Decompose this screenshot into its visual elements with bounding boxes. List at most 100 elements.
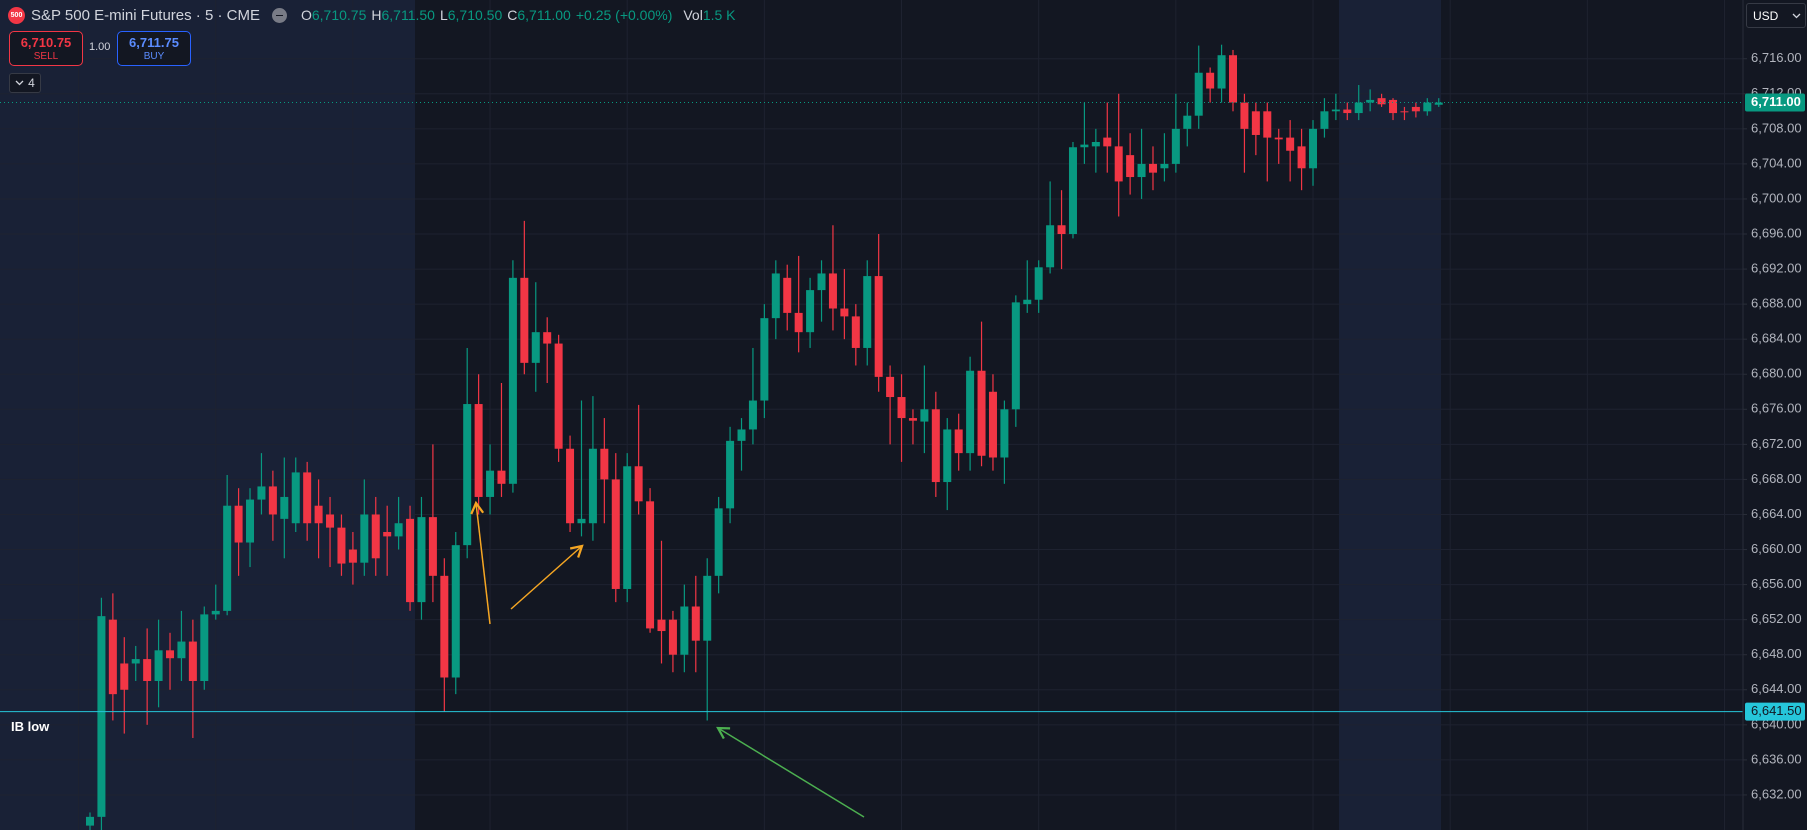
y-tick-label: 6,704.00 bbox=[1751, 155, 1802, 170]
candle-body bbox=[1057, 225, 1066, 235]
candle-body bbox=[1366, 99, 1375, 103]
candle-body bbox=[623, 466, 632, 589]
y-tick-label: 6,688.00 bbox=[1751, 296, 1802, 311]
candle-body bbox=[166, 650, 175, 659]
buy-label: BUY bbox=[143, 51, 165, 62]
candle-body bbox=[257, 486, 266, 500]
candle-body bbox=[680, 606, 689, 655]
candle-body bbox=[211, 610, 220, 615]
header: 500 S&P 500 E-mini Futures · 5 · CME O 6,… bbox=[8, 5, 736, 25]
candle-body bbox=[806, 290, 815, 333]
candle-body bbox=[577, 518, 586, 524]
session-shade bbox=[1339, 0, 1441, 830]
candle-body bbox=[1217, 55, 1226, 89]
candle-body bbox=[954, 429, 963, 454]
candle-body bbox=[737, 429, 746, 441]
ohlc-key: L bbox=[439, 7, 448, 23]
candle-body bbox=[246, 499, 255, 543]
indicators-toggle[interactable]: 4 bbox=[9, 73, 41, 93]
ohlc-key: C bbox=[507, 7, 518, 23]
ohlc-key: H bbox=[371, 7, 382, 23]
candle-body bbox=[1068, 147, 1077, 235]
buy-price: 6,711.75 bbox=[129, 35, 179, 50]
annotation-arrow bbox=[470, 500, 491, 625]
symbol-logo: 500 bbox=[8, 6, 25, 24]
candle-body bbox=[1251, 111, 1260, 135]
currency: USD bbox=[1753, 8, 1779, 23]
ohlc-value: 6,711.00 bbox=[517, 7, 571, 23]
candle-body bbox=[200, 614, 209, 682]
candle-body bbox=[554, 343, 563, 449]
candle-body bbox=[143, 659, 152, 682]
symbol-title[interactable]: S&P 500 E-mini Futures · 5 · CME bbox=[31, 6, 260, 24]
candle-body bbox=[714, 508, 723, 576]
candle-body bbox=[588, 448, 597, 524]
candle-body bbox=[783, 277, 792, 313]
y-tick-label: 6,680.00 bbox=[1751, 366, 1802, 381]
candle-body bbox=[897, 397, 906, 419]
candle-body bbox=[1274, 137, 1283, 140]
candle-body bbox=[931, 409, 940, 483]
candle-body bbox=[1080, 144, 1089, 148]
candle-body bbox=[1091, 141, 1100, 147]
candle-body bbox=[417, 517, 426, 603]
ohlc-value: 6,711.50 bbox=[381, 7, 435, 23]
candle-body bbox=[703, 575, 712, 641]
sell-button[interactable]: 6,710.75 SELL bbox=[9, 31, 83, 66]
candle-body bbox=[326, 514, 335, 528]
y-tick-label: 6,636.00 bbox=[1751, 751, 1802, 766]
quantity[interactable]: 1.00 bbox=[89, 41, 111, 53]
volume-value: 1.5 K bbox=[702, 7, 736, 23]
ohlc-item: H6,711.50 bbox=[371, 7, 435, 23]
candle-body bbox=[280, 496, 289, 519]
candle-body bbox=[1126, 155, 1135, 178]
currency-select[interactable]: USD bbox=[1746, 3, 1806, 28]
candle-body bbox=[463, 404, 472, 546]
candle-body bbox=[508, 277, 517, 484]
candle-body bbox=[428, 517, 437, 576]
y-tick-label: 6,648.00 bbox=[1751, 646, 1802, 661]
hide-button[interactable] bbox=[271, 7, 287, 23]
candle-body bbox=[120, 663, 129, 690]
y-tick-label: 6,672.00 bbox=[1751, 436, 1802, 451]
candle-body bbox=[874, 276, 883, 377]
candle-body bbox=[1411, 106, 1420, 112]
candle-body bbox=[646, 501, 655, 629]
candle-body bbox=[1423, 102, 1432, 112]
candle-body bbox=[188, 641, 197, 682]
candle-body bbox=[486, 470, 495, 497]
y-tick-label: 6,708.00 bbox=[1751, 120, 1802, 135]
candle-body bbox=[394, 523, 403, 537]
candle-body bbox=[920, 409, 929, 422]
y-tick-label: 6,644.00 bbox=[1751, 681, 1802, 696]
candle-body bbox=[611, 479, 620, 589]
candle-body bbox=[1171, 128, 1180, 164]
candle-body bbox=[291, 472, 300, 524]
chevron-icon bbox=[1792, 13, 1801, 18]
price-axis bbox=[1743, 0, 1807, 830]
candle-body bbox=[1400, 111, 1409, 113]
candle-body bbox=[97, 616, 106, 817]
ohlc-key: O bbox=[300, 7, 312, 23]
candle-body bbox=[1389, 99, 1398, 114]
level-price-box bbox=[1745, 702, 1805, 721]
y-tick-label: 6,652.00 bbox=[1751, 611, 1802, 626]
candle-body bbox=[1240, 102, 1249, 129]
candle-body bbox=[303, 472, 312, 524]
y-tick-label: 6,676.00 bbox=[1751, 401, 1802, 416]
candle-body bbox=[1297, 146, 1306, 169]
candle-body bbox=[1114, 146, 1123, 182]
candle-body bbox=[1046, 225, 1055, 268]
ohlc-item: C6,711.00 bbox=[507, 7, 571, 23]
candle-body bbox=[1263, 111, 1272, 138]
candle-body bbox=[908, 418, 917, 421]
candle-body bbox=[348, 549, 357, 563]
buy-button[interactable]: 6,711.75 BUY bbox=[117, 31, 191, 66]
candle-body bbox=[1194, 72, 1203, 116]
y-tick-label: 6,632.00 bbox=[1751, 786, 1802, 801]
candle-body bbox=[1229, 55, 1237, 103]
candle-body bbox=[748, 400, 757, 430]
candle-body bbox=[223, 505, 232, 611]
candle-body bbox=[177, 641, 186, 659]
candle-body bbox=[451, 545, 460, 678]
